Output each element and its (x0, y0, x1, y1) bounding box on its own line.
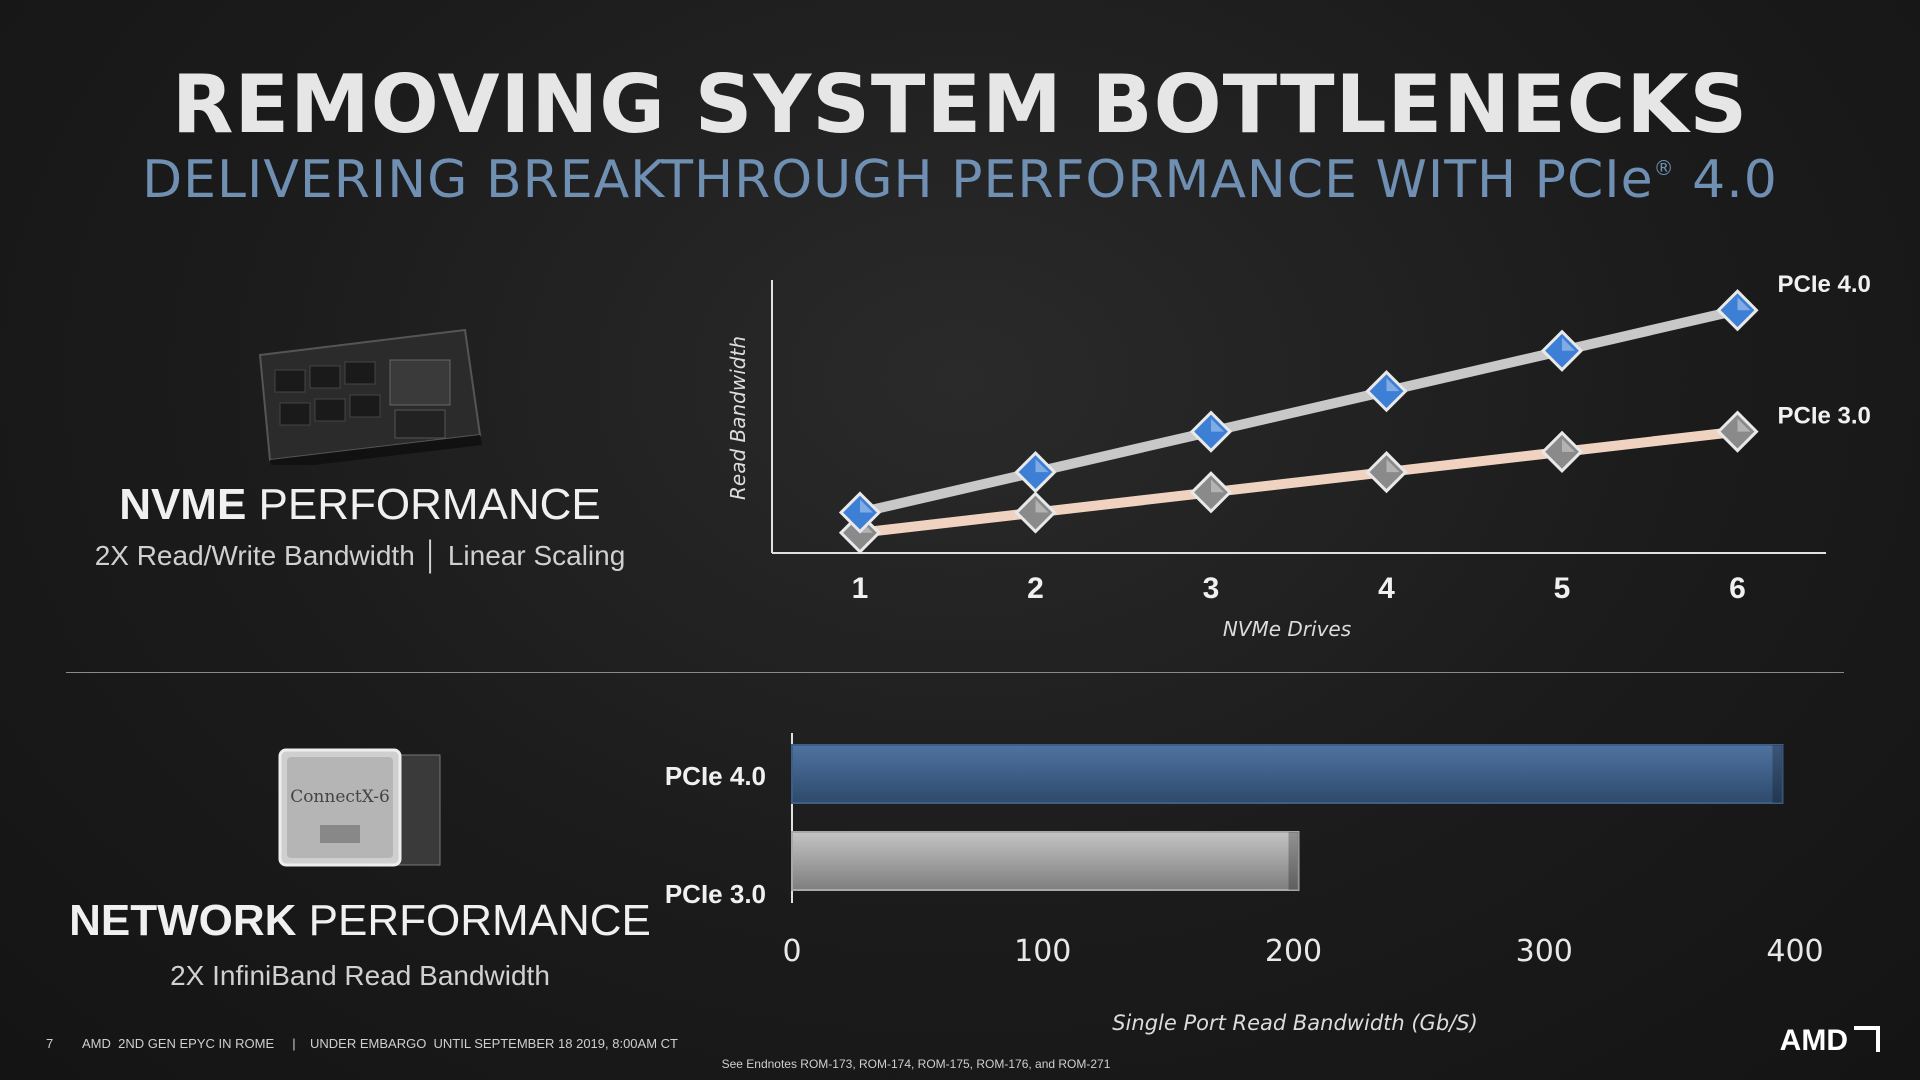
nvme-heading-rest: PERFORMANCE (246, 480, 601, 529)
page-subtitle: DELIVERING BREAKTHROUGH PERFORMANCE WITH… (0, 150, 1920, 210)
bar-x-tick-label: 0 (782, 934, 801, 969)
network-subline: 2X InfiniBand Read Bandwidth (170, 960, 550, 991)
bar-pcie3 (791, 831, 1300, 891)
data-point-pcie4 (1716, 289, 1759, 332)
x-tick-label: 4 (1378, 572, 1395, 605)
data-point-pcie4 (1365, 370, 1408, 413)
data-point-highlight (1737, 418, 1751, 432)
bar-category-label: PCIe 3.0 (665, 879, 766, 909)
nvme-subline: 2X Read/Write Bandwidth │ Linear Scaling (94, 540, 626, 571)
data-point-pcie3 (1014, 491, 1057, 534)
data-point-highlight (1386, 459, 1400, 473)
chip-label: ConnectX-6 (290, 787, 390, 807)
network-heading-rest: PERFORMANCE (296, 896, 651, 945)
section-divider (66, 672, 1844, 673)
x-tick-label: 2 (1027, 572, 1044, 605)
bar-x-tick-label: 400 (1766, 934, 1823, 969)
bar-x-tick-label: 100 (1014, 934, 1071, 969)
data-point-pcie4 (1540, 329, 1584, 372)
amd-arrow-icon (1854, 1026, 1880, 1052)
bar-edge-pcie3 (1288, 832, 1299, 890)
data-point-pcie4 (1189, 410, 1233, 453)
subtitle-version: 4.0 (1674, 150, 1778, 210)
data-point-highlight (1211, 479, 1224, 493)
series-label-pcie4: PCIe 4.0 (1778, 271, 1871, 298)
data-point-pcie3 (1716, 410, 1759, 453)
nvme-drive-image (258, 328, 482, 465)
network-heading: NETWORK PERFORMANCE (60, 896, 660, 946)
data-point-pcie4 (838, 491, 882, 534)
bar-x-axis-label: Single Port Read Bandwidth (Gb/S) (1112, 1011, 1478, 1035)
data-point-pcie3 (1540, 430, 1584, 473)
footer-page-number: 7 (46, 1036, 54, 1051)
x-tick-label: 1 (852, 572, 869, 605)
data-point-pcie4 (1014, 450, 1057, 494)
data-point-pcie3 (1189, 471, 1233, 514)
connectx-chip-image: ConnectX-6 (278, 748, 441, 867)
bar-pcie4 (791, 744, 1784, 804)
series-label-pcie3: PCIe 3.0 (1778, 403, 1871, 430)
x-tick-label: 6 (1729, 572, 1746, 605)
amd-logo: AMD (1780, 1024, 1880, 1058)
y-axis-label: Read Bandwidth (726, 336, 750, 500)
x-axis-label: NVMe Drives (1223, 617, 1351, 641)
x-tick-label: 5 (1554, 572, 1571, 605)
data-point-highlight (1386, 378, 1400, 392)
data-point-highlight (1562, 337, 1575, 351)
footer-endnotes: See Endnotes ROM-173, ROM-174, ROM-175, … (721, 1057, 1111, 1071)
nvme-heading-bold: NVME (119, 480, 247, 529)
data-point-highlight (1737, 297, 1751, 311)
bar-edge-pcie4 (1772, 745, 1783, 803)
nvme-heading: NVME PERFORMANCE (60, 480, 660, 530)
amd-logo-text: AMD (1779, 1024, 1848, 1057)
nvme-line-chart: Read Bandwidth NVMe Drives PCIe 3.0 PCIe … (726, 271, 1871, 641)
data-point-highlight (1562, 438, 1575, 452)
bar-x-tick-label: 200 (1265, 934, 1322, 969)
network-bar-chart: Single Port Read Bandwidth (Gb/S) PCIe 4… (665, 733, 1824, 1035)
subtitle-text: DELIVERING BREAKTHROUGH PERFORMANCE WITH… (142, 150, 1654, 210)
bar-category-label: PCIe 4.0 (665, 761, 766, 791)
network-heading-bold: NETWORK (69, 896, 297, 945)
x-tick-label: 3 (1203, 572, 1220, 605)
series-line-pcie3 (855, 426, 1743, 538)
page-title: REMOVING SYSTEM BOTTLENECKS (171, 58, 1749, 151)
footer-left-text: AMD 2ND GEN EPYC IN ROME | UNDER EMBARGO… (82, 1036, 678, 1051)
data-point-highlight (860, 499, 873, 513)
data-point-highlight (1035, 459, 1049, 473)
series-line-pcie4 (855, 305, 1743, 518)
bar-x-tick-label: 300 (1516, 934, 1573, 969)
data-point-highlight (1035, 499, 1049, 513)
registered-mark: ® (1653, 156, 1675, 180)
data-point-highlight (1211, 418, 1224, 432)
data-point-pcie3 (1365, 450, 1408, 494)
